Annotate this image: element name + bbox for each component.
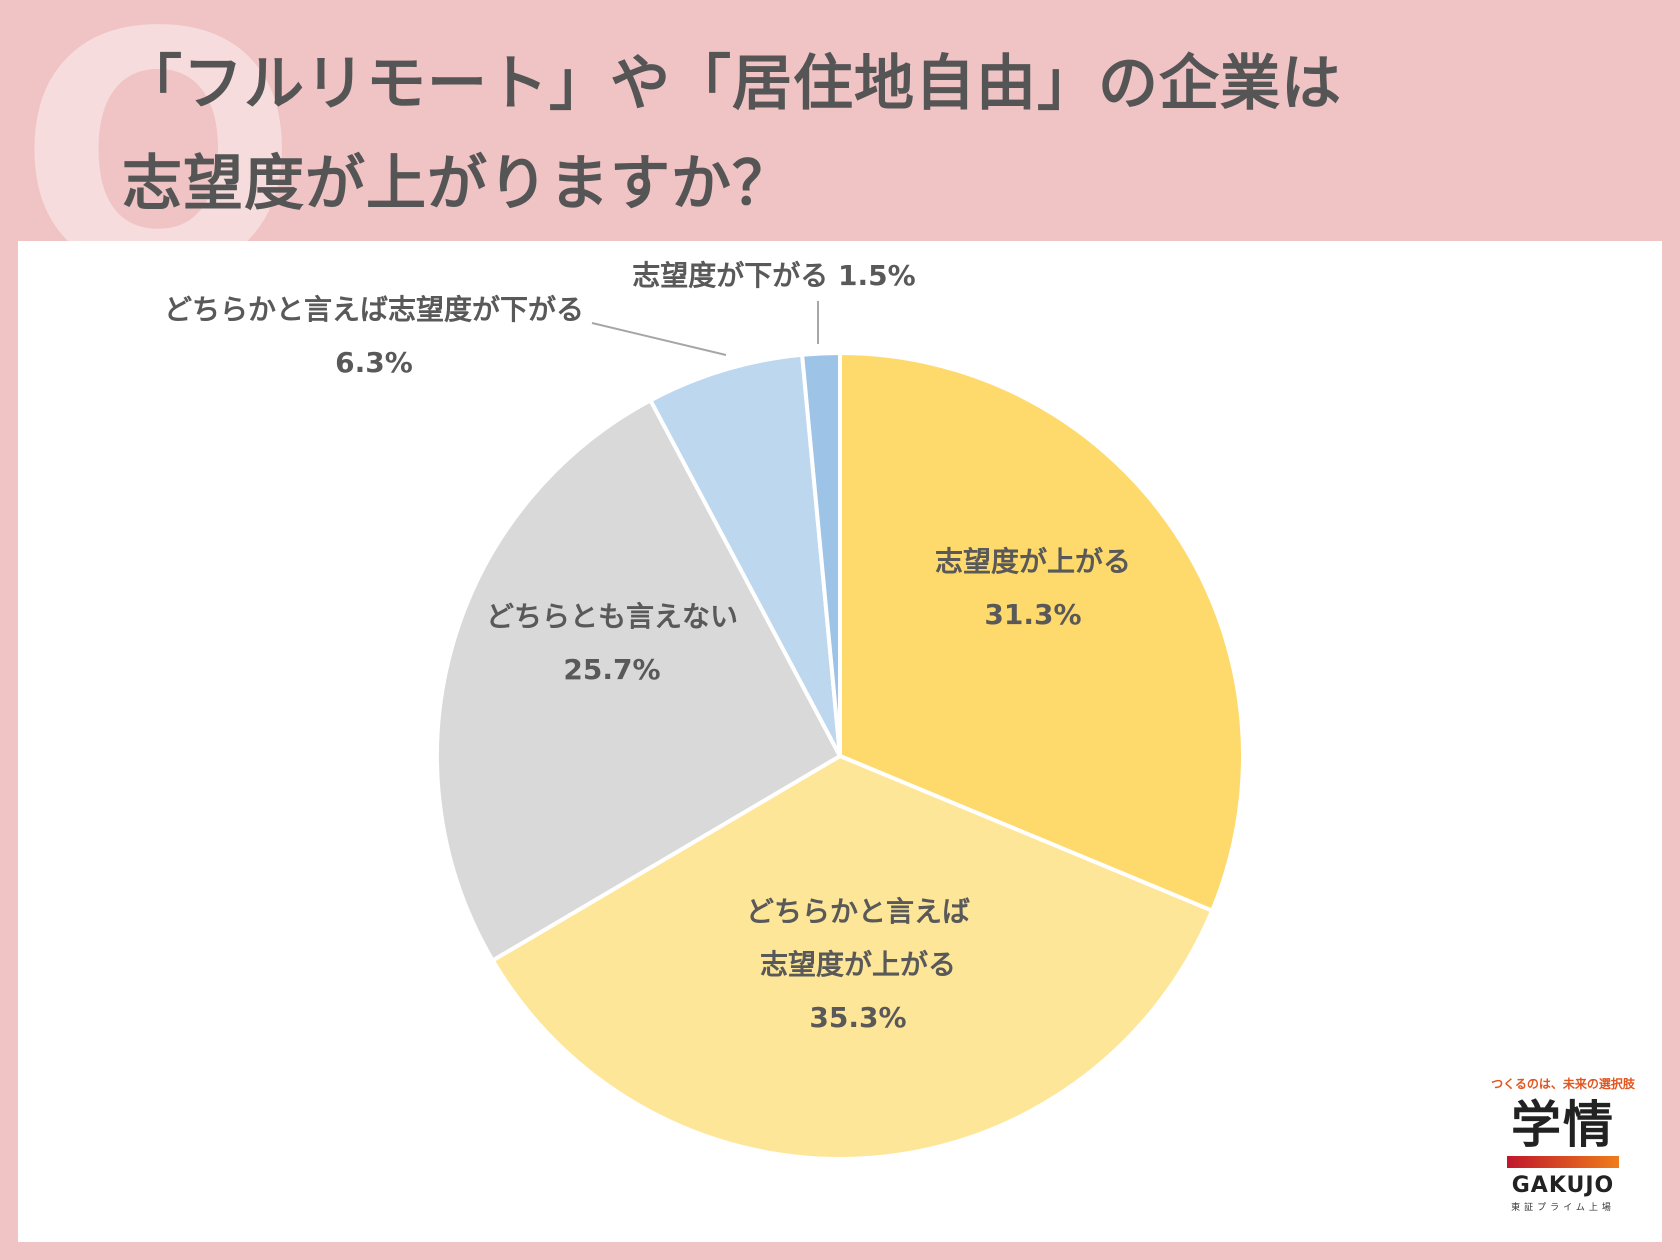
leader-line-slice-dochiraka-sagaru: [591, 322, 727, 356]
value-label-slice-agaru: 31.3%: [984, 598, 1081, 631]
label-slice-agaru: 志望度が上がる: [935, 545, 1131, 578]
title-line-1: 「フルリモート」や「居住地自由」の企業は: [122, 49, 1342, 119]
logo-name: GAKUJO: [1511, 1173, 1615, 1198]
pie-chart: 志望度が上がる31.3%どちらかと言えば志望度が上がる35.3%どちらとも言えな…: [164, 259, 1245, 1161]
label-slice-dochiraka-agaru: どちらかと言えば: [746, 895, 970, 928]
pie-slice-agaru: [838, 350, 1245, 914]
label-slice-sagaru: 志望度が下がる 1.5%: [632, 259, 915, 292]
pie-slice-sagaru: [799, 350, 842, 757]
logo-kanji: 学情: [1511, 1096, 1615, 1154]
label-slice-dochiraka-sagaru: どちらかと言えば志望度が下がる: [164, 293, 584, 326]
logo-bar: [1507, 1156, 1619, 1168]
label-slice-dochiratomo: どちらとも言えない: [486, 600, 738, 633]
logo-tagline: つくるのは、未来の選択肢: [1491, 1077, 1635, 1091]
chart-panel: 志望度が上がる 31.3% どちらかと言えば 志望度が上がる 35.3% どちらとも言えな…: [18, 241, 1662, 1242]
logo-sub: 東証プライム上場: [1511, 1203, 1615, 1213]
gakujo-logo: つくるのは、未来の選択肢 学情 GAKUJO 東証プライム上場: [1470, 1075, 1656, 1225]
value-label-slice-dochiraka-agaru: 35.3%: [809, 1001, 906, 1034]
value-label-slice-dochiraka-sagaru: 6.3%: [335, 346, 413, 379]
pie-slice-dochiratomo: [435, 397, 843, 964]
title-line-2: 志望度が上がりますか？: [122, 149, 793, 219]
value-label-slice-dochiratomo: 25.7%: [563, 653, 660, 686]
page-title: 「フルリモート」や「居住地自由」の企業は 志望度が上がりますか？: [122, 34, 1562, 234]
pie-slice-dochiraka-sagaru: [647, 352, 842, 757]
label-slice-dochiraka-agaru: 志望度が上がる: [760, 948, 956, 981]
